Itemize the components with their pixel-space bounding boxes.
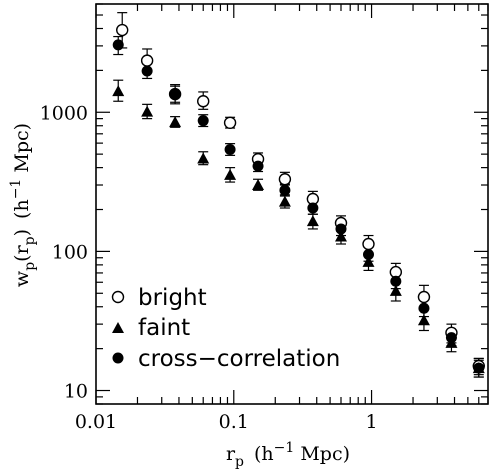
point-cross-correlation (252, 160, 264, 172)
point-cross-correlation (307, 202, 319, 214)
point-faint (224, 168, 237, 180)
point-cross-correlation (335, 223, 347, 235)
y-tick-labels: 10 100 1000 (40, 102, 88, 402)
plot-frame (95, 3, 489, 405)
point-faint (417, 314, 430, 326)
point-cross-correlation (418, 302, 430, 314)
point-bright (197, 95, 210, 108)
x-axis-label: rp (h−1 Mpc) (226, 440, 350, 470)
major-ticks (95, 4, 488, 404)
point-faint (112, 85, 125, 97)
point-bright (278, 173, 292, 186)
x-tick-labels: 0.01 0.1 1 (75, 411, 378, 433)
legend-marker-bright (111, 290, 125, 304)
y-tick-label: 1000 (40, 102, 88, 124)
point-cross-correlation (473, 362, 485, 374)
legend-label-faint: faint (138, 315, 190, 341)
point-bright (223, 116, 237, 129)
point-cross-correlation (445, 332, 457, 344)
point-faint (334, 230, 347, 242)
y-tick-label: 10 (64, 381, 88, 403)
point-faint (169, 116, 182, 128)
point-cross-correlation (141, 65, 153, 77)
legend-marker-faint (112, 322, 124, 333)
legend-label-cross-correlation: cross−correlation (138, 346, 340, 372)
x-tick-label: 1 (366, 411, 378, 433)
y-tick-label: 100 (52, 241, 88, 263)
point-cross-correlation (224, 143, 236, 155)
point-faint (278, 195, 291, 207)
legend-label-bright: bright (138, 285, 207, 311)
legend-marker-cross-correlation (112, 352, 124, 364)
point-cross-correlation (112, 39, 124, 51)
minor-ticks (96, 3, 489, 405)
point-faint (197, 152, 210, 164)
legend: bright faint cross−correlation (111, 285, 340, 372)
point-cross-correlation (390, 275, 402, 287)
point-faint (306, 215, 319, 227)
point-cross-correlation (279, 184, 291, 196)
data-markers (112, 23, 485, 374)
point-faint (389, 284, 402, 296)
point-cross-correlation (362, 248, 374, 260)
point-cross-correlation (169, 88, 181, 100)
point-faint (252, 179, 265, 191)
point-bright (140, 54, 154, 67)
y-axis-label: wp(rp)(h−1 Mpc) (8, 123, 38, 287)
x-tick-label: 0.01 (75, 411, 117, 433)
point-faint (141, 105, 154, 117)
x-tick-label: 0.1 (219, 411, 249, 433)
point-cross-correlation (197, 115, 209, 127)
point-faint (362, 255, 375, 267)
point-bright (362, 237, 375, 251)
point-bright (417, 290, 431, 304)
point-bright (116, 23, 129, 37)
